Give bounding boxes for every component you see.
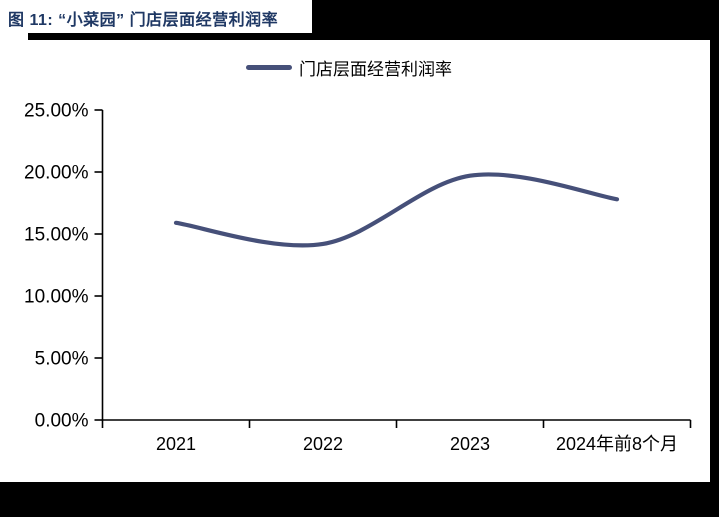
y-tick-label: 20.00%: [24, 163, 89, 184]
figure-title: 图 11: “小菜园” 门店层面经营利润率: [8, 12, 279, 29]
y-tick-label: 5.00%: [35, 349, 89, 370]
page-background-bottom-bar: [0, 482, 719, 517]
legend-label: 门店层面经营利润率: [299, 59, 452, 79]
series-line: [173, 172, 620, 248]
y-tick-label: 0.00%: [35, 411, 89, 432]
x-tick-label: 2021: [156, 434, 196, 454]
legend-line-swatch: [246, 64, 292, 70]
chart-legend: 门店层面经营利润率: [246, 56, 452, 79]
x-tick-label: 2024年前8个月: [556, 434, 678, 454]
x-tick-label: 2023: [450, 434, 490, 454]
page-background-right-bar: [710, 0, 719, 517]
y-tick-label: 25.00%: [24, 101, 89, 122]
title-underline-rule: [28, 33, 719, 40]
y-tick-label: 15.00%: [24, 225, 89, 246]
x-tick-label: 2022: [303, 434, 343, 454]
axis-lines: [101, 110, 691, 421]
y-tick-label: 10.00%: [24, 287, 89, 308]
